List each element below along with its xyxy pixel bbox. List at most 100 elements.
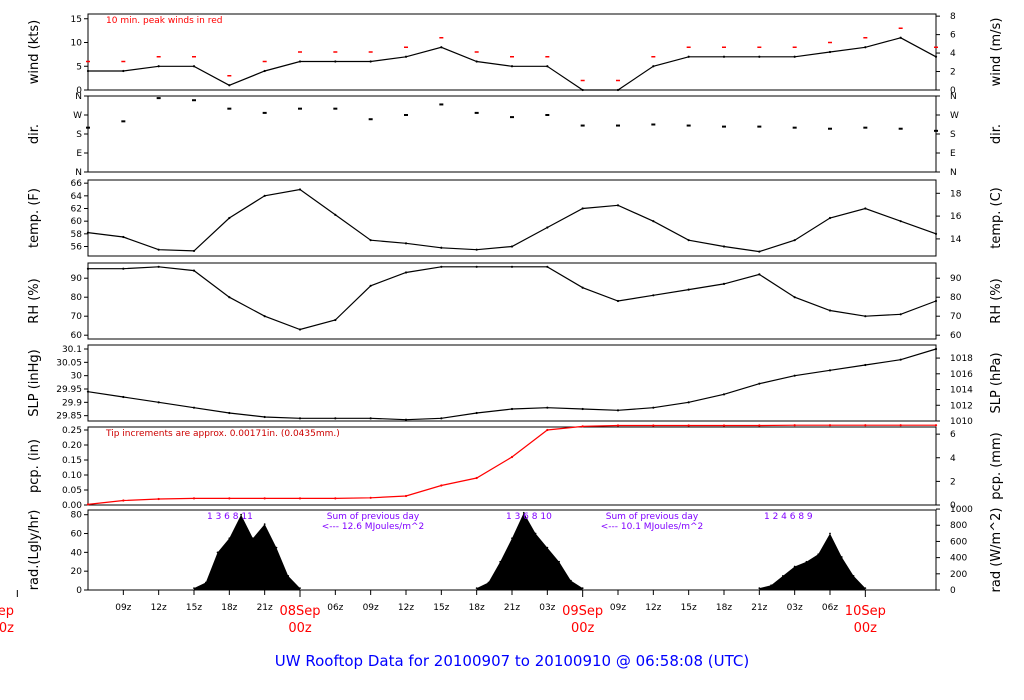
temp-ytick-label: 62 bbox=[71, 205, 82, 215]
rad-annotation: Sum of previous day bbox=[606, 512, 699, 522]
x-tick-label: 15z bbox=[681, 603, 697, 613]
dir-point bbox=[510, 116, 514, 119]
slp-point bbox=[793, 374, 796, 377]
temp-ylabel-right: temp. (C) bbox=[989, 187, 1004, 249]
temp-point bbox=[793, 239, 796, 242]
slp-point bbox=[475, 411, 478, 415]
slp-ytick-label: 29.9 bbox=[62, 398, 82, 408]
rh-point bbox=[758, 273, 761, 276]
temp-point bbox=[616, 204, 620, 207]
rad-point bbox=[193, 587, 195, 590]
temp-point bbox=[687, 239, 690, 242]
day-label-date: 10Sep bbox=[845, 604, 886, 619]
pcp-point bbox=[793, 424, 796, 427]
pcp-ytick-label: 0.20 bbox=[62, 441, 82, 451]
pcp-point bbox=[934, 424, 938, 427]
dir-point bbox=[863, 126, 868, 129]
dir-point bbox=[86, 126, 90, 129]
dir-point bbox=[298, 107, 302, 110]
x-tick-label: 09z bbox=[610, 603, 626, 613]
rh-point bbox=[228, 296, 231, 299]
dir-frame bbox=[87, 95, 937, 173]
pcp-annotation: Tip increments are approx. 0.00171in. (0… bbox=[105, 429, 340, 439]
slp-panel: 29.85 29.9 29.95 30 30.05 30.1 1010 1012 1014 101… bbox=[27, 344, 1004, 427]
slp-ytick-label: 29.95 bbox=[56, 385, 82, 395]
dir-point bbox=[898, 127, 903, 130]
rh-point bbox=[616, 299, 620, 303]
pcp-ylabel-right: pcp. (mm) bbox=[989, 432, 1004, 499]
slp-point bbox=[122, 395, 125, 399]
wind-ylabel-right: wind (m/s) bbox=[989, 18, 1004, 87]
slp-ytick-label: 30.1 bbox=[62, 345, 82, 355]
pcp-point bbox=[369, 496, 372, 499]
dir-point bbox=[404, 114, 408, 116]
temp-panel: 56 58 60 62 64 66 14 16 18 temp. (F) temp. (C) bbox=[27, 179, 1004, 257]
rh-point bbox=[546, 265, 549, 268]
wind-frame bbox=[87, 13, 937, 91]
rad-ytick-label: 0 bbox=[76, 586, 82, 596]
slp-ylabel-right: SLP (hPa) bbox=[989, 352, 1004, 413]
pcp-frame bbox=[87, 426, 937, 506]
slp-ytick-label: 30 bbox=[71, 372, 83, 382]
rh-series bbox=[88, 266, 937, 331]
slp-point bbox=[298, 417, 302, 420]
dir-point bbox=[686, 124, 691, 127]
temp-frame bbox=[87, 179, 937, 257]
dir-rtick-label: E bbox=[950, 149, 956, 159]
wind-point bbox=[192, 65, 196, 68]
temp-point bbox=[298, 188, 302, 191]
rad-rtick-label: 600 bbox=[950, 537, 967, 547]
wind-series bbox=[88, 37, 937, 91]
rh-point bbox=[510, 265, 514, 268]
rh-point bbox=[899, 313, 902, 316]
rad-point bbox=[793, 565, 796, 568]
rh-point bbox=[581, 286, 584, 289]
rad-point bbox=[852, 574, 855, 577]
temp-point bbox=[157, 248, 160, 251]
slp-point bbox=[263, 415, 266, 419]
rad-point bbox=[829, 532, 831, 535]
dir-point bbox=[545, 114, 550, 116]
rh-point bbox=[652, 294, 655, 297]
rad-point bbox=[475, 587, 478, 590]
slp-point bbox=[334, 417, 337, 420]
rh-rtick-label: 60 bbox=[950, 331, 962, 341]
dir-point bbox=[934, 129, 938, 132]
wind-point bbox=[475, 60, 478, 63]
rh-point bbox=[475, 265, 478, 268]
dir-rtick-label: N bbox=[950, 168, 957, 178]
rad-ytick-label: 80 bbox=[71, 511, 83, 521]
temp-ytick-label: 66 bbox=[71, 179, 83, 189]
wind-point bbox=[899, 36, 902, 39]
pcp-ytick-label: 0.05 bbox=[62, 486, 82, 496]
wind-point bbox=[722, 55, 726, 58]
pcp-rtick-label: 6 bbox=[950, 430, 956, 440]
pcp-point bbox=[722, 424, 726, 427]
dir-rtick-label: W bbox=[950, 111, 959, 121]
slp-point bbox=[722, 393, 726, 396]
slp-point bbox=[192, 406, 196, 409]
wind-ytick-label: 0 bbox=[76, 86, 82, 96]
rad-rtick-label: 400 bbox=[950, 554, 967, 564]
rh-point bbox=[334, 318, 337, 322]
wind-point bbox=[934, 55, 938, 58]
pcp-point bbox=[157, 497, 160, 501]
rh-point bbox=[440, 265, 443, 268]
dir-point bbox=[580, 124, 585, 127]
temp-point bbox=[404, 242, 408, 245]
pcp-point bbox=[440, 484, 443, 487]
pcp-point bbox=[298, 497, 302, 500]
slp-point bbox=[546, 406, 549, 409]
slp-rtick-label: 1016 bbox=[950, 370, 973, 380]
wind-point bbox=[440, 46, 443, 49]
temp-series bbox=[87, 188, 937, 253]
rad-point bbox=[251, 537, 254, 540]
temp-point bbox=[722, 245, 726, 248]
temp-point bbox=[122, 235, 125, 239]
rh-point bbox=[404, 271, 408, 274]
wind-point bbox=[652, 65, 655, 68]
wind-point bbox=[510, 65, 514, 68]
slp-rtick-label: 1012 bbox=[950, 401, 973, 411]
day-label-date: 07Sep bbox=[0, 604, 14, 619]
rh-point bbox=[687, 288, 690, 291]
